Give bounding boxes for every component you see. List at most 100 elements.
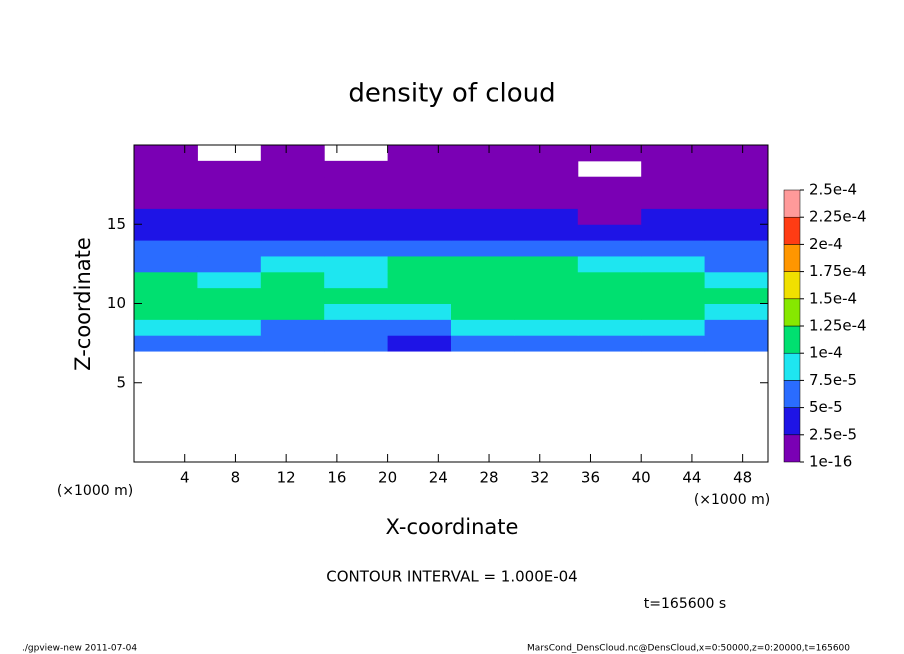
colorbar-label: 1.5e-4 <box>809 289 857 307</box>
y-tick-label: 15 <box>107 215 126 233</box>
heat-cell <box>324 160 389 178</box>
heat-cell <box>704 240 769 257</box>
x-tick-label: 12 <box>277 469 296 487</box>
colorbar-label: 1.25e-4 <box>809 317 867 335</box>
heat-cell <box>134 255 198 273</box>
heat-cell <box>514 255 579 273</box>
x-tick-label: 8 <box>231 469 241 487</box>
heat-cell <box>641 224 706 241</box>
heat-cell <box>260 271 325 289</box>
heat-cell <box>514 208 579 225</box>
heat-cell <box>324 319 389 336</box>
heat-cell <box>134 335 198 352</box>
x-tick-label: 36 <box>581 469 600 487</box>
x-tick-label: 48 <box>733 469 752 487</box>
heat-cell <box>134 319 198 336</box>
heat-cell <box>577 208 642 225</box>
heat-cell <box>387 160 452 178</box>
colorbar-swatch <box>783 407 801 436</box>
heat-cell <box>387 208 452 225</box>
colorbar-swatch <box>783 189 801 218</box>
heat-cell <box>134 192 198 209</box>
y-unit: (×1000 m) <box>57 483 133 499</box>
colorbar-swatch <box>783 380 801 408</box>
heat-cell <box>704 335 769 352</box>
x-axis-label: X-coordinate <box>386 515 519 539</box>
colorbar-label: 5e-5 <box>809 398 843 416</box>
heat-cell <box>641 192 706 209</box>
heat-cell <box>704 192 769 209</box>
colorbar-swatch <box>783 352 801 381</box>
heat-cell <box>134 145 198 162</box>
heat-cell <box>451 176 515 194</box>
y-tick-label: 5 <box>116 373 126 391</box>
heat-cell <box>577 319 642 336</box>
colorbar-label: 1.75e-4 <box>809 262 867 280</box>
heat-cell <box>260 192 325 209</box>
heat-cell <box>704 224 769 241</box>
x-unit: (×1000 m) <box>694 492 770 508</box>
heat-cell <box>197 287 262 304</box>
heat-cell <box>197 255 262 273</box>
x-tick-label: 40 <box>632 469 651 487</box>
heat-cell <box>641 319 706 336</box>
heat-cell <box>134 287 198 304</box>
heat-cell <box>387 145 452 162</box>
heat-cell <box>197 192 262 209</box>
y-tick-label: 10 <box>107 294 126 312</box>
colorbar-label: 2e-4 <box>809 235 843 253</box>
heat-cell <box>387 271 452 289</box>
heat-cell <box>324 335 389 352</box>
heat-cell <box>324 271 389 289</box>
heat-cell <box>197 303 262 320</box>
heat-cell <box>641 271 706 289</box>
heat-cell <box>451 224 515 241</box>
x-tick-label: 20 <box>378 469 397 487</box>
heat-cell <box>514 224 579 241</box>
heat-cell <box>514 145 579 162</box>
heat-cell <box>641 160 706 178</box>
heat-cell <box>451 160 515 178</box>
heat-cell <box>514 176 579 194</box>
colorbar-label: 1e-4 <box>809 344 843 362</box>
heat-cell <box>387 319 452 336</box>
colorbar-label: 2.25e-4 <box>809 208 867 226</box>
heat-cell <box>451 240 515 257</box>
heat-cell <box>514 303 579 320</box>
heat-cell <box>514 319 579 336</box>
heat-cell <box>704 255 769 273</box>
heat-cell <box>197 271 262 289</box>
heat-cell <box>577 145 642 162</box>
heat-cell <box>387 240 452 257</box>
heat-cell <box>134 160 198 178</box>
heat-cell <box>387 224 452 241</box>
heat-cell <box>324 176 389 194</box>
heat-cell <box>641 240 706 257</box>
heat-cell <box>197 224 262 241</box>
heat-cell <box>134 208 198 225</box>
heat-cell <box>387 303 452 320</box>
x-tick-label: 4 <box>180 469 190 487</box>
heat-cell <box>387 192 452 209</box>
x-tick-label: 16 <box>327 469 346 487</box>
heat-cell <box>451 145 515 162</box>
heat-cell <box>641 335 706 352</box>
heat-cell <box>260 319 325 336</box>
heat-cell <box>451 303 515 320</box>
heat-cell <box>641 287 706 304</box>
colorbar-swatch <box>783 325 801 354</box>
heat-cell <box>260 208 325 225</box>
heat-cell <box>324 255 389 273</box>
chart-title: density of cloud <box>348 79 555 109</box>
x-tick-label: 44 <box>682 469 701 487</box>
heat-cell <box>704 160 769 178</box>
heat-cell <box>197 319 262 336</box>
heat-cell <box>641 176 706 194</box>
heat-cell <box>514 335 579 352</box>
time-label: t=165600 s <box>644 596 726 612</box>
x-tick-label: 24 <box>429 469 448 487</box>
heat-cell <box>134 303 198 320</box>
heat-cell <box>324 192 389 209</box>
footer-right: MarsCond_DensCloud.nc@DensCloud,x=0:5000… <box>527 644 850 654</box>
